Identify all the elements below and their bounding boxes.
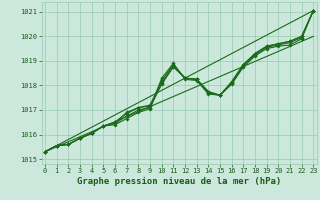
X-axis label: Graphe pression niveau de la mer (hPa): Graphe pression niveau de la mer (hPa)	[77, 177, 281, 186]
